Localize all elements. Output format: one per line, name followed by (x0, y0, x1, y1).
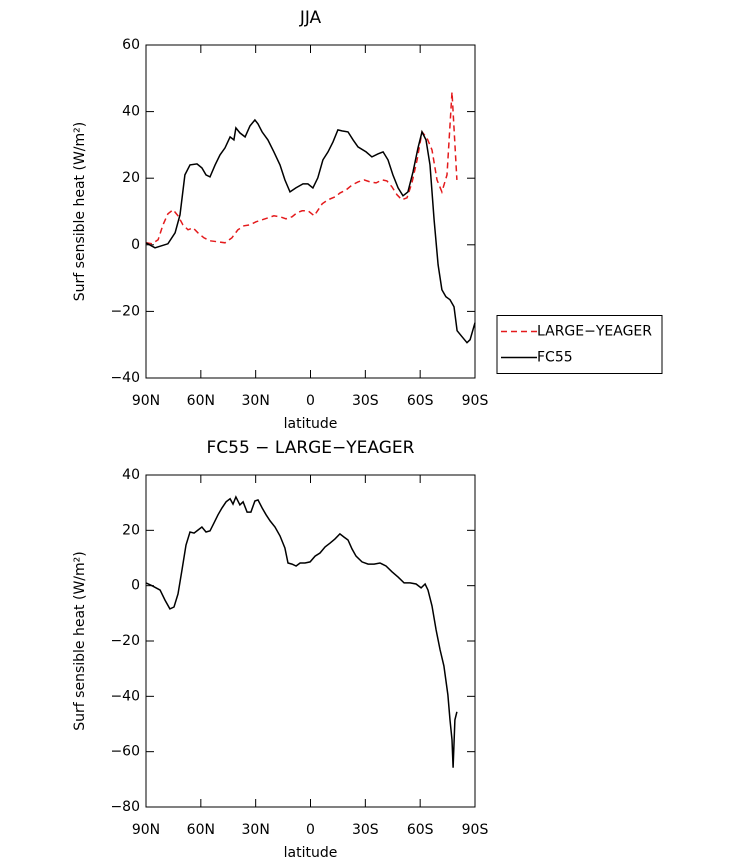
x-tick-label: 60N (187, 822, 215, 838)
x-tick-label: 30N (242, 822, 270, 838)
y-tick-label: 40 (122, 467, 140, 483)
data-line (145, 495, 458, 768)
x-tick-label: 60S (407, 822, 434, 838)
x-tick-label: 90S (462, 393, 489, 409)
x-tick-label: 30S (352, 393, 379, 409)
x-tick-label: 30S (352, 822, 379, 838)
x-tick-label: 60S (407, 393, 434, 409)
x-tick-label: 60N (187, 393, 215, 409)
y-tick-label: −20 (110, 303, 140, 319)
y-tick-label: 20 (122, 522, 140, 538)
legend-label: LARGE−YEAGER (537, 324, 652, 340)
x-tick-label: 90N (132, 822, 160, 838)
y-tick-label: −80 (110, 799, 140, 815)
chart-title: JJA (299, 8, 322, 28)
x-tick-label: 0 (306, 822, 315, 838)
data-line (145, 118, 476, 344)
x-axis-label: latitude (284, 845, 338, 861)
y-tick-label: 60 (122, 37, 140, 53)
y-tick-label: 40 (122, 104, 140, 120)
x-tick-label: 30N (242, 393, 270, 409)
x-tick-label: 90N (132, 393, 160, 409)
data-line (145, 91, 458, 245)
y-tick-label: −40 (110, 370, 140, 386)
y-tick-label: −60 (110, 744, 140, 760)
y-tick-label: −40 (110, 688, 140, 704)
y-tick-label: 0 (131, 237, 140, 253)
plot-frame (145, 44, 476, 379)
plot-frame (145, 474, 476, 808)
x-tick-label: 0 (306, 393, 315, 409)
y-tick-label: 0 (131, 578, 140, 594)
x-tick-label: 90S (462, 822, 489, 838)
chart-title: FC55 − LARGE−YEAGER (207, 438, 415, 458)
x-axis-label: latitude (284, 416, 338, 432)
legend-box (496, 315, 663, 374)
y-tick-label: 20 (122, 170, 140, 186)
legend-label: FC55 (537, 350, 573, 366)
y-axis-label: Surf sensible heat (W/m²) (72, 122, 88, 301)
y-tick-label: −20 (110, 633, 140, 649)
y-axis-label: Surf sensible heat (W/m²) (72, 551, 88, 730)
